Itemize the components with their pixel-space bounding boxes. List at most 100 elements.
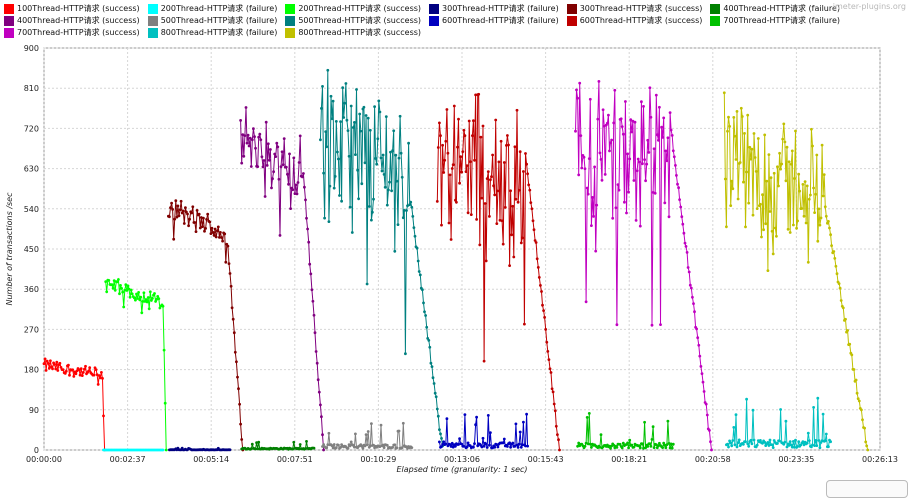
data-point	[815, 153, 819, 157]
data-point	[329, 94, 333, 98]
data-point	[669, 442, 673, 446]
data-point	[401, 216, 405, 220]
data-point	[462, 128, 466, 132]
data-point	[653, 191, 657, 195]
data-point	[554, 424, 558, 428]
data-point	[786, 227, 790, 231]
data-point	[494, 118, 498, 122]
data-point	[651, 191, 655, 194]
data-point	[382, 173, 386, 176]
data-point	[364, 433, 368, 436]
data-point	[659, 323, 662, 326]
data-point	[363, 444, 367, 448]
data-point	[644, 179, 647, 183]
data-point	[493, 445, 497, 449]
data-point	[598, 151, 602, 155]
data-point	[411, 215, 415, 218]
data-point	[448, 173, 452, 177]
data-point	[440, 223, 443, 227]
data-point	[652, 147, 656, 151]
data-point	[381, 153, 385, 157]
data-point	[366, 116, 370, 120]
data-point	[291, 188, 295, 192]
y-tick-label: 270	[24, 325, 39, 334]
data-point	[142, 291, 146, 295]
data-point	[789, 162, 793, 166]
data-point	[511, 441, 515, 445]
data-point	[519, 241, 523, 245]
data-point	[753, 156, 757, 159]
data-point	[367, 205, 371, 208]
data-point	[813, 211, 816, 215]
data-point	[378, 110, 382, 114]
data-point	[54, 367, 58, 371]
data-point	[692, 302, 695, 305]
data-point	[370, 218, 373, 222]
data-point	[618, 442, 622, 446]
data-point	[264, 120, 268, 124]
data-point	[297, 161, 301, 164]
data-point	[784, 179, 788, 183]
data-point	[67, 363, 70, 367]
data-point	[676, 182, 679, 186]
data-point	[275, 141, 279, 145]
data-point	[804, 221, 808, 225]
data-point	[763, 133, 767, 137]
data-point	[220, 236, 223, 239]
data-point	[507, 143, 510, 147]
legend-entry-100-success: 100Thread-HTTP请求 (success)	[4, 3, 140, 15]
data-point	[759, 202, 762, 206]
legend-entry-800-success: 800Thread-HTTP请求 (success)	[285, 27, 421, 39]
data-point	[727, 115, 730, 119]
data-point	[587, 157, 591, 161]
data-point	[331, 99, 335, 103]
data-point	[744, 225, 747, 229]
data-point	[87, 369, 90, 373]
data-point	[736, 197, 740, 201]
data-point	[662, 441, 666, 445]
data-point	[49, 359, 52, 363]
data-point	[315, 361, 319, 365]
data-point	[72, 375, 76, 378]
data-point	[203, 229, 206, 233]
data-point	[316, 378, 320, 382]
data-point	[737, 438, 741, 442]
y-axis-label: Number of transactions /sec	[5, 192, 14, 306]
data-point	[373, 105, 376, 108]
data-point	[179, 199, 183, 203]
data-point	[541, 303, 544, 307]
data-point	[75, 369, 79, 373]
data-point	[811, 443, 814, 447]
data-point	[337, 443, 340, 447]
data-point	[64, 369, 68, 373]
data-point	[92, 373, 96, 377]
zoom-reset-button[interactable]	[826, 480, 908, 498]
data-point	[546, 350, 550, 353]
data-point	[646, 445, 650, 448]
data-point	[469, 213, 473, 217]
data-point	[513, 444, 517, 448]
data-point	[602, 124, 606, 128]
data-point	[542, 309, 545, 312]
data-point	[797, 440, 801, 444]
data-point	[637, 444, 641, 448]
data-point	[400, 175, 404, 179]
data-point	[120, 287, 123, 290]
data-point	[227, 262, 231, 265]
data-point	[807, 197, 811, 201]
data-point	[466, 441, 470, 445]
data-point	[670, 446, 674, 450]
data-point	[577, 441, 581, 445]
data-point	[174, 199, 178, 203]
data-point	[813, 444, 816, 447]
data-point	[385, 443, 389, 447]
data-point	[176, 204, 180, 208]
data-point	[310, 288, 314, 292]
data-point	[705, 413, 709, 417]
data-point	[495, 443, 499, 446]
data-point	[289, 207, 292, 211]
data-point	[601, 108, 605, 112]
data-point	[701, 380, 705, 384]
data-point	[489, 178, 492, 182]
data-point	[357, 197, 360, 201]
